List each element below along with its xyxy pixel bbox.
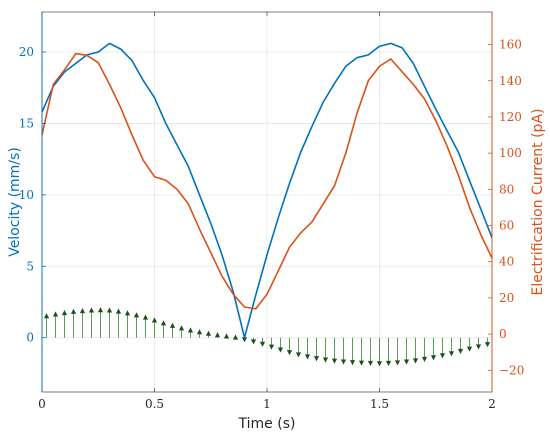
stem-marker (169, 322, 176, 328)
y-right-tick-label: 80 (499, 182, 514, 196)
stem-marker (421, 356, 428, 363)
stem-marker (394, 360, 401, 366)
stem-marker (484, 342, 491, 348)
stem-marker (331, 358, 338, 364)
stem-marker (268, 344, 275, 350)
y-right-axis-label: Electrification Current (pA) (530, 109, 546, 296)
stem-marker (187, 327, 194, 333)
y-right-tick-label: 40 (499, 255, 514, 269)
y-right-tick-label: 140 (499, 74, 522, 88)
y-left-tick-label: 20 (19, 45, 34, 59)
stem-marker (430, 355, 437, 361)
stem-marker (403, 359, 410, 365)
y-right-tick-label: 160 (499, 38, 522, 52)
stem-marker (412, 358, 419, 364)
stem-marker (466, 346, 473, 352)
stem-marker (313, 356, 320, 362)
y-left-tick-label: 0 (26, 331, 34, 345)
line-series (41, 42, 493, 339)
stem-marker (151, 317, 158, 323)
stem-marker (277, 347, 284, 353)
stem-marker (106, 307, 113, 313)
stem-marker (142, 314, 149, 320)
y-left-tick-label: 5 (26, 259, 34, 273)
y-right-tick-label: 120 (499, 110, 522, 124)
x-tick-label: 1.5 (370, 397, 389, 411)
y-right-tick-label: 60 (499, 219, 514, 233)
stem-marker (358, 360, 365, 366)
stem-marker (43, 313, 50, 319)
stem-marker (340, 359, 347, 365)
stem-marker (196, 329, 203, 335)
stem-marker (70, 308, 77, 314)
stem-marker (349, 360, 356, 366)
stem-marker (286, 350, 293, 356)
stem-marker (214, 332, 221, 338)
stem-marker (178, 325, 185, 331)
stem-marker (160, 320, 167, 326)
stem-marker (88, 307, 95, 313)
y-left-tick-label: 10 (19, 188, 34, 202)
stem-marker (232, 334, 239, 340)
y-left-tick-label: 15 (19, 116, 34, 130)
stem-marker (124, 310, 131, 316)
y-left-axis-label: Velocity (mm/s) (7, 147, 23, 257)
x-tick-label: 0.5 (145, 397, 164, 411)
stem-marker (79, 307, 86, 314)
stem-marker (475, 344, 482, 350)
stem-marker (133, 312, 140, 318)
stem-marker (385, 360, 392, 367)
x-axis-label: Time (s) (238, 416, 296, 432)
stem-marker (439, 353, 446, 359)
current-series-line (41, 52, 493, 310)
stem-marker (295, 352, 302, 358)
velocity-series-line (41, 42, 493, 339)
stem-marker (367, 360, 374, 367)
stem-marker (304, 354, 311, 360)
y-right-axis-ticks: −20 0 20 40 60 80 100 120 140 160 (488, 12, 524, 392)
stem-marker (52, 311, 59, 317)
stem-series (43, 307, 491, 367)
x-tick-label: 2 (488, 397, 496, 411)
y-left-axis-ticks: 0 5 10 15 20 (19, 12, 46, 392)
stem-marker (205, 330, 212, 336)
stem-marker (250, 339, 257, 345)
stem-marker (259, 341, 266, 347)
y-right-tick-label: 100 (499, 146, 522, 160)
stem-marker (97, 307, 104, 313)
stem-marker (376, 361, 383, 367)
stem-marker (241, 337, 248, 343)
y-right-tick-label: 20 (499, 291, 514, 305)
y-right-tick-label: −20 (499, 363, 524, 377)
stem-marker (457, 348, 464, 355)
x-axis-ticks: 0 0.5 1 1.5 2 (38, 12, 496, 411)
x-tick-label: 0 (38, 397, 46, 411)
stem-marker (448, 351, 455, 357)
stem-marker (223, 333, 230, 339)
x-tick-label: 1 (263, 397, 271, 411)
stem-marker (61, 309, 68, 316)
stem-marker (322, 357, 329, 363)
y-right-tick-label: 0 (499, 327, 507, 341)
stem-marker (115, 308, 122, 314)
